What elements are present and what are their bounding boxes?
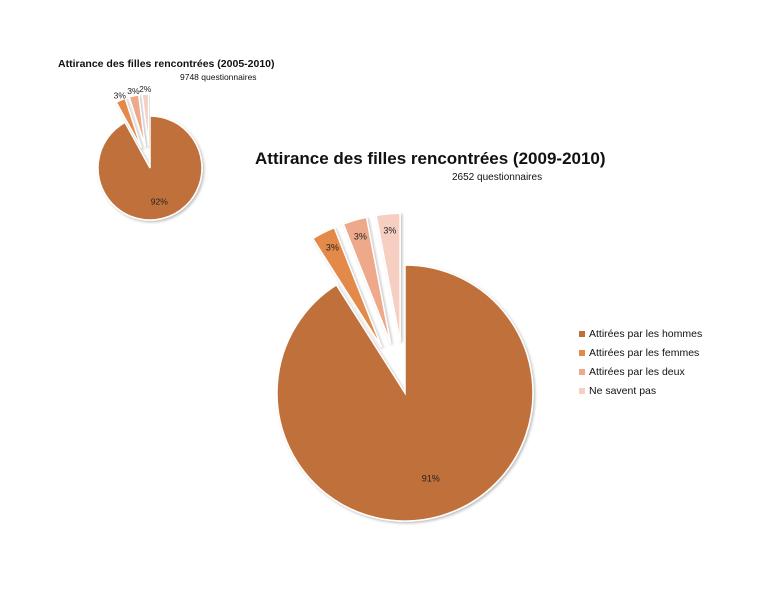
legend-swatch bbox=[579, 331, 585, 337]
legend-item: Attirées par les deux bbox=[579, 366, 685, 378]
large-chart-title: Attirance des filles rencontrées (2009-2… bbox=[255, 149, 606, 168]
pie-slice bbox=[115, 97, 142, 149]
pie-data-label: 2% bbox=[139, 84, 152, 94]
pie-data-label: 92% bbox=[151, 196, 168, 206]
pie-data-label: 3% bbox=[127, 86, 140, 96]
pie-data-label: 3% bbox=[114, 90, 127, 100]
legend-label: Attirées par les deux bbox=[589, 366, 685, 378]
pie-data-label: 3% bbox=[354, 231, 367, 241]
legend-label: Ne savent pas bbox=[589, 385, 656, 397]
legend-item: Attirées par les femmes bbox=[579, 347, 699, 359]
legend-item: Attirées par les hommes bbox=[579, 328, 702, 340]
pie-data-label: 91% bbox=[422, 474, 440, 484]
legend-swatch bbox=[579, 369, 585, 375]
pie-data-label: 3% bbox=[326, 242, 339, 252]
pie-slice bbox=[375, 212, 401, 342]
large-pie-chart: Attirance des filles rencontrées (2009-2… bbox=[255, 149, 606, 522]
legend-label: Attirées par les femmes bbox=[589, 347, 699, 359]
pie-slice bbox=[97, 115, 203, 221]
legend-item: Ne savent pas bbox=[579, 385, 656, 397]
pie-slice bbox=[276, 264, 534, 522]
pie-data-label: 3% bbox=[383, 226, 396, 236]
small-chart-title: Attirance des filles rencontrées (2005-2… bbox=[58, 58, 275, 70]
large-chart-subtitle: 2652 questionnaires bbox=[452, 172, 542, 183]
small-pie-slices: 92%3% 3% 2% bbox=[97, 84, 203, 221]
small-pie-chart: Attirance des filles rencontrées (2005-2… bbox=[58, 58, 275, 221]
pie-slice bbox=[141, 93, 150, 147]
pie-slice bbox=[342, 216, 392, 344]
pie-slice bbox=[128, 94, 146, 147]
legend-swatch bbox=[579, 350, 585, 356]
legend-swatch bbox=[579, 388, 585, 394]
legend-label: Attirées par les hommes bbox=[589, 328, 702, 340]
large-pie-slices: 91% 3% 3% 3% bbox=[276, 212, 534, 522]
legend: Attirées par les hommes Attirées par les… bbox=[579, 328, 702, 397]
small-chart-subtitle: 9748 questionnaires bbox=[180, 72, 257, 82]
pie-slice bbox=[311, 226, 383, 348]
